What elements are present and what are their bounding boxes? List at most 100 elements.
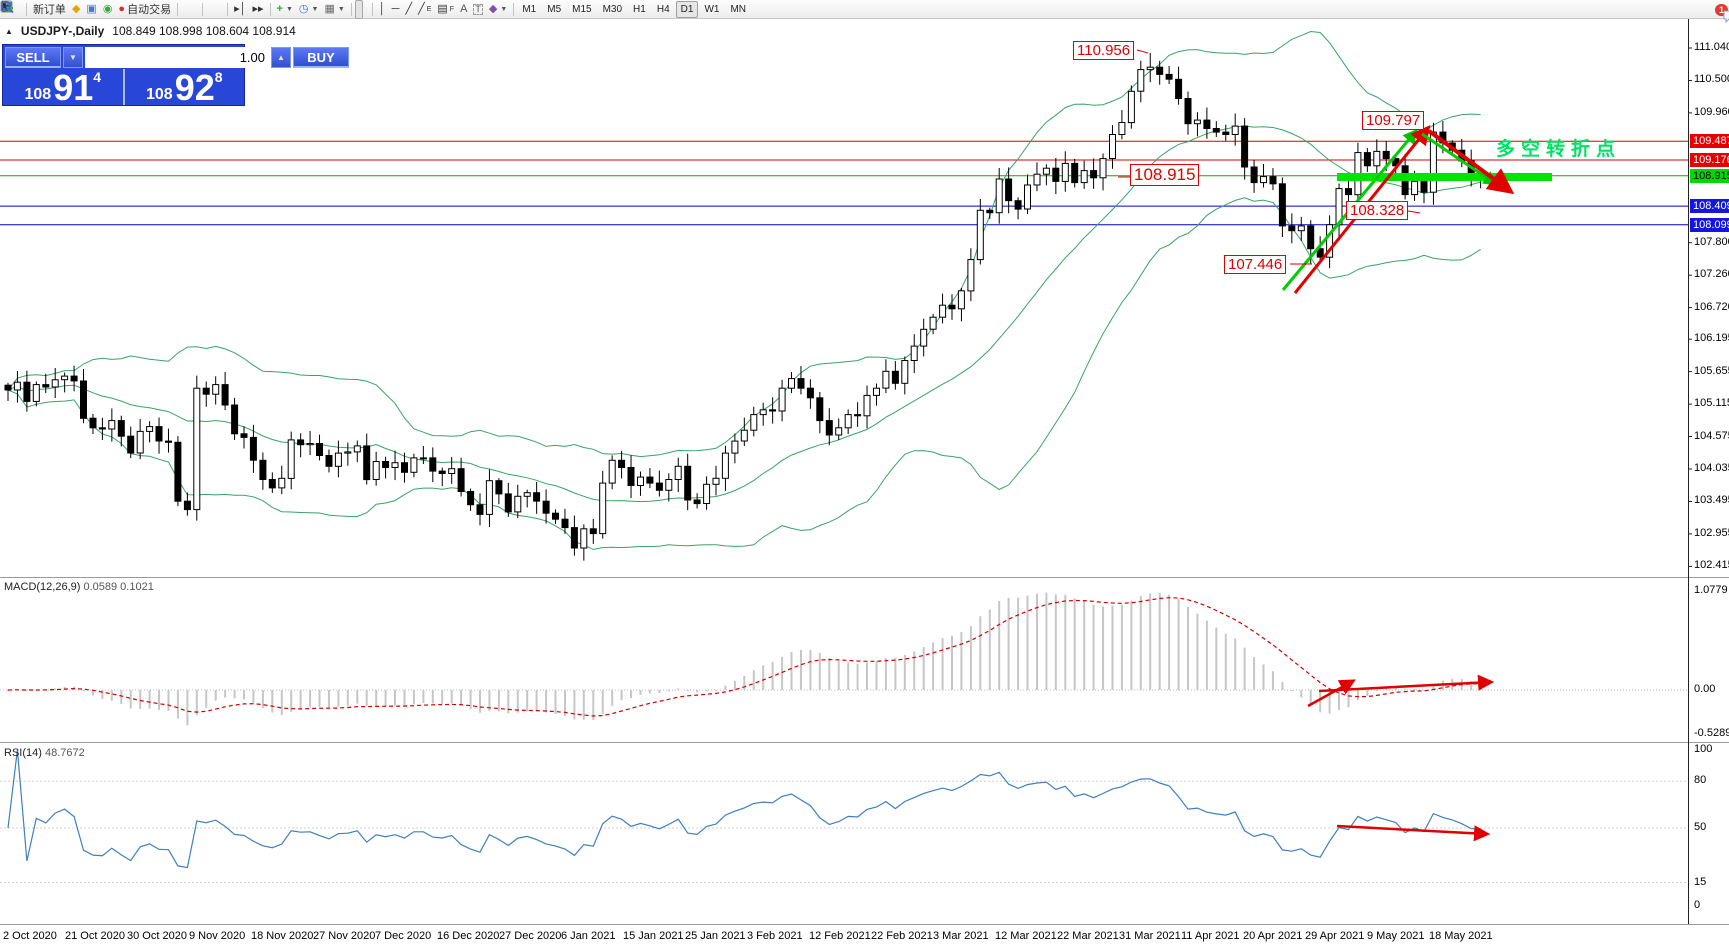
horizontal-line-tool[interactable]: ─ [389, 1, 403, 18]
price-axis-tick: 109.960 [1694, 106, 1729, 118]
date-axis-label: 29 Apr 2021 [1305, 930, 1365, 942]
date-axis-label: 18 May 2021 [1429, 930, 1493, 942]
new-order-button[interactable]: 新订单 [1, 0, 69, 18]
macd-title: MACD(12,26,9) [4, 581, 81, 593]
rsi-axis-tick: 100 [1694, 743, 1713, 755]
rsi-axis-tick: 0 [1694, 899, 1701, 911]
buy-price-pip: 8 [214, 69, 223, 85]
rsi-axis-tick: 50 [1694, 821, 1707, 833]
equidistant-channel-tool[interactable]: ╱ E [415, 1, 434, 18]
fibonacci-tool[interactable]: ▤ F [434, 1, 457, 18]
buy-price[interactable]: 108 92 8 [125, 69, 245, 106]
channel-icon: ╱ [418, 2, 425, 15]
macd-axis-tick: 0.00 [1694, 683, 1716, 695]
text-label-tool[interactable]: T [470, 1, 486, 18]
chart-title: ▲ USDJPY-,Daily 108.849 108.998 108.604 … [5, 24, 296, 38]
timeframe-H1[interactable]: H1 [633, 3, 646, 15]
macd-axis-tick: 1.0779 [1694, 584, 1728, 596]
market-watch-button[interactable]: ◆ [69, 1, 83, 18]
price-axis-tick: 110.500 [1694, 73, 1729, 85]
timeframe-M30[interactable]: M30 [602, 3, 623, 15]
periods-button[interactable]: ◷ ▼ [296, 1, 322, 18]
date-axis-label: 22 Mar 2021 [1057, 930, 1119, 942]
horizontal-line-icon: ─ [391, 2, 400, 15]
price-axis-tick: 105.655 [1694, 365, 1729, 377]
templates-button[interactable]: ▦ ▼ [321, 1, 347, 18]
new-order-label: 新订单 [32, 4, 66, 16]
rsi-value: 48.7672 [44, 747, 85, 759]
rsi-axis-tick: 80 [1694, 774, 1707, 786]
divider [371, 2, 373, 16]
arrows-tool[interactable]: ◆ ▼ [486, 1, 510, 18]
macd-label: MACD(12,26,9) 0.0589 0.1021 [4, 581, 154, 593]
auto-scroll-button[interactable]: ▸▸ [249, 1, 266, 18]
timeframe-H4[interactable]: H4 [656, 3, 670, 15]
indicators-button[interactable]: + ▼ [274, 1, 296, 18]
price-axis-tick: 104.575 [1694, 430, 1729, 442]
timeframe-M5[interactable]: M5 [547, 3, 562, 15]
trade-panel-prices: 108 91 4 108 92 8 [3, 67, 245, 109]
buy-price-main: 108 [145, 86, 173, 103]
timeframe-M15[interactable]: M15 [572, 3, 592, 15]
date-axis-label: 9 Nov 2020 [189, 930, 246, 942]
trendline-tool[interactable]: ╱ [402, 1, 415, 18]
price-level-badge: 109.176 [1690, 153, 1729, 167]
line-chart-button[interactable] [1, 1, 199, 18]
chevron-down-icon: ▼ [285, 5, 293, 13]
timeframe-group: M1 M5 M15 M30 H1 H4 D1 W1 MN [517, 0, 751, 18]
buy-button[interactable]: BUY [293, 47, 349, 68]
template-icon: ▦ [324, 2, 335, 15]
wallet-icon: ◆ [71, 2, 81, 15]
price-level-badge: 108.409 [1690, 199, 1729, 213]
timeframe-W1[interactable]: W1 [704, 3, 720, 15]
date-axis-label: 2 Oct 2020 [3, 930, 57, 942]
indicator-add-icon: + [276, 2, 283, 15]
chevron-down-icon: ▼ [500, 5, 508, 13]
main-toolbar: ▼ 新订单 ◆ ▣ ◉ ●自动交易 ▸│ ▸▸ +▼ ◷▼ ▦▼ │ ─ ╱ ╱… [0, 0, 1729, 23]
date-axis-label: 12 Mar 2021 [995, 930, 1057, 942]
signals-button[interactable]: ◉ [100, 1, 116, 18]
vertical-line-tool[interactable]: │ [376, 1, 389, 18]
timeframe-D1[interactable]: D1 [675, 0, 699, 18]
one-click-trading-panel: SELL ▼ ▲ BUY 108 91 4 108 92 8 [2, 44, 349, 109]
date-axis-label: 9 May 2021 [1367, 930, 1425, 942]
text-tool-icon: A [460, 2, 468, 15]
price-annotation-box: 110.956 [1073, 41, 1135, 61]
date-axis-label: 6 Jan 2021 [561, 930, 616, 942]
trendline-icon: ╱ [405, 2, 413, 15]
divider [177, 2, 179, 16]
cursor-tool-button[interactable] [2, 0, 363, 19]
date-axis-label: 3 Mar 2021 [933, 930, 989, 942]
channel-tag: E [426, 5, 432, 13]
volume-increase-button[interactable]: ▲ [271, 47, 291, 68]
collapse-triangle-icon[interactable]: ▲ [5, 26, 13, 36]
text-tool[interactable]: A [457, 1, 470, 18]
sell-button[interactable]: SELL [5, 47, 61, 68]
volume-input[interactable] [85, 47, 269, 68]
date-axis-label: 11 Apr 2021 [1181, 930, 1240, 942]
volume-decrease-button[interactable]: ▼ [63, 47, 83, 68]
chart-shift-button[interactable]: ▸│ [231, 1, 249, 18]
price-axis-tick: 102.955 [1694, 527, 1729, 539]
crosshair-tool-button[interactable] [1, 1, 369, 18]
date-axis-label: 18 Nov 2020 [251, 930, 314, 942]
sell-price-big: 91 [53, 67, 94, 109]
auto-scroll-icon: ▸▸ [252, 2, 264, 15]
tile-windows-button[interactable] [1, 1, 224, 18]
search-icon[interactable] [0, 0, 14, 14]
signal-icon: ◉ [102, 2, 113, 15]
price-axis-tick: 111.040 [1694, 41, 1729, 53]
price-level-badge: 108.915 [1690, 169, 1729, 183]
date-axis-label: 21 Oct 2020 [65, 930, 125, 942]
timeframe-M1[interactable]: M1 [522, 3, 537, 15]
auto-trading-button[interactable]: ● 自动交易 [115, 1, 174, 18]
terminal-button[interactable]: ▣ [83, 1, 99, 18]
price-axis-tick: 102.415 [1694, 559, 1729, 571]
clock-icon: ◷ [298, 2, 309, 15]
timeframe-MN[interactable]: MN [730, 3, 746, 15]
profiles-button[interactable] [0, 1, 23, 18]
fibonacci-icon: ▤ [437, 2, 448, 15]
sell-price[interactable]: 108 91 4 [3, 67, 123, 109]
